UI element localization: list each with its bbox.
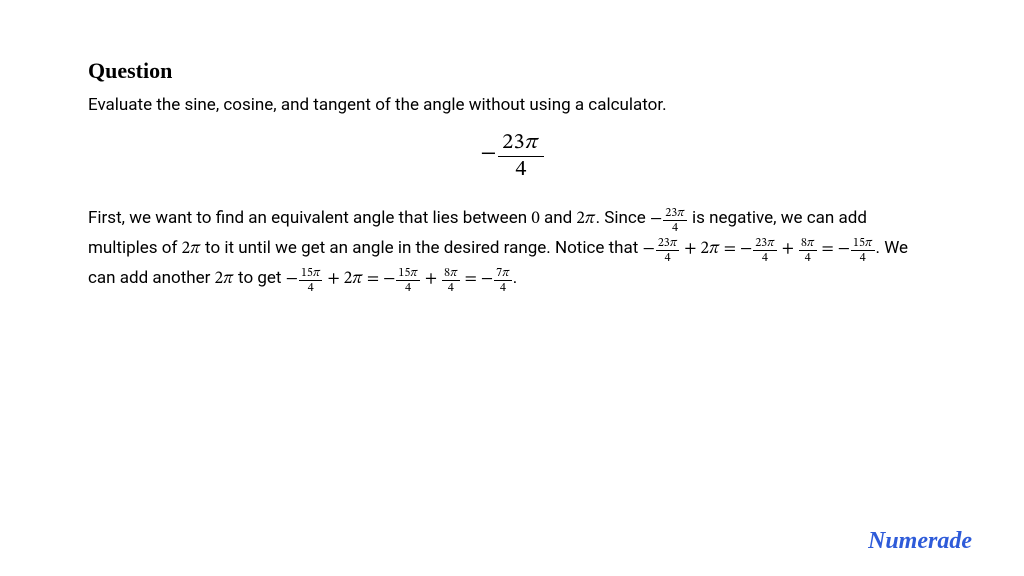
minus-sign: − [383, 271, 395, 288]
logo-text: Numerade [868, 528, 972, 554]
text: . [513, 268, 517, 288]
math-2pi: 2𝜋 [344, 271, 363, 288]
text: First, we want to find an equivalent ang… [88, 208, 531, 228]
text: to it until we get an angle in the desir… [201, 238, 643, 258]
numerade-logo: Numerade [868, 526, 998, 560]
frac-23pi-4: 23𝜋4 [656, 237, 680, 264]
frac-15pi-4: 15𝜋4 [851, 237, 875, 264]
equals-sign: = [461, 271, 481, 288]
text: to get [234, 268, 286, 288]
math-2pi: 2𝜋 [182, 241, 201, 258]
equals-sign: = [818, 241, 838, 258]
question-heading: Question [88, 58, 936, 84]
frac-8pi-4: 8𝜋4 [442, 267, 460, 294]
numerator: 23𝜋 [498, 132, 543, 157]
minus-sign: − [650, 211, 662, 228]
minus-sign: − [480, 143, 496, 165]
frac-15pi-4: 15𝜋4 [299, 267, 323, 294]
solution-text: First, we want to find an equivalent ang… [88, 204, 936, 294]
equals-sign: = [720, 241, 740, 258]
plus-sign: + [421, 271, 441, 288]
plus-sign: + [778, 241, 798, 258]
frac-23pi-4: 23𝜋4 [753, 237, 777, 264]
frac-23pi-4: 23𝜋4 [663, 207, 687, 234]
frac-7pi-4: 7𝜋4 [494, 267, 512, 294]
frac-15pi-4: 15𝜋4 [396, 267, 420, 294]
fraction-23pi-4: 23𝜋 4 [498, 132, 543, 182]
minus-sign: − [838, 241, 850, 258]
minus-sign: − [643, 241, 655, 258]
question-block: Question Evaluate the sine, cosine, and … [0, 0, 1024, 294]
minus-sign: − [740, 241, 752, 258]
display-angle: − 23𝜋 4 [88, 132, 936, 182]
math-2pi: 2𝜋 [215, 271, 234, 288]
minus-sign: − [286, 271, 298, 288]
text: and [540, 208, 577, 228]
math-zero: 0 [531, 211, 539, 228]
math-2pi: 2𝜋 [576, 211, 595, 228]
text: . Since [596, 208, 650, 228]
minus-sign: − [481, 271, 493, 288]
math-2pi: 2𝜋 [701, 241, 720, 258]
question-prompt: Evaluate the sine, cosine, and tangent o… [88, 94, 936, 118]
frac-8pi-4: 8𝜋4 [799, 237, 817, 264]
denominator: 4 [498, 157, 543, 182]
equals-sign: = [363, 271, 383, 288]
plus-sign: + [323, 271, 343, 288]
plus-sign: + [680, 241, 700, 258]
